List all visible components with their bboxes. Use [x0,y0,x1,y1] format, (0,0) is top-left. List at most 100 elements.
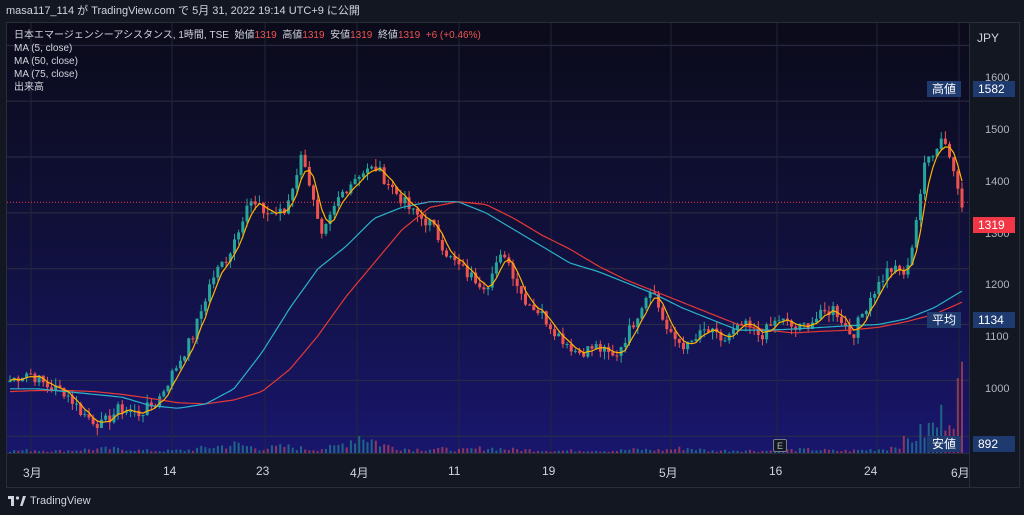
candle-body [844,323,848,326]
time-tick: 4月 [350,466,369,480]
candle-body [627,325,631,343]
earnings-event-badge[interactable]: E [773,439,787,452]
candle-body [640,308,644,319]
candle-body [336,197,340,206]
tradingview-logo-icon [8,496,26,506]
candle-body [619,347,623,356]
candle-body [145,402,149,415]
volume-bar [499,448,502,453]
volume-bar [657,449,660,453]
volume-bar [832,449,835,453]
volume-bar [961,361,963,453]
price-chart[interactable] [7,23,969,453]
candle-body [328,214,332,225]
candle-body [382,167,386,185]
volume-bar [574,451,577,453]
candle-body [856,317,860,338]
chart-pane[interactable]: 日本エマージェンシーアシスタンス, 1時間, TSE 始値1319 高値1319… [6,22,1020,488]
candle-body [561,333,565,345]
volume-bar [827,449,830,453]
volume-bar [794,451,797,453]
volume-bar [823,448,826,453]
time-axis[interactable] [7,453,969,487]
volume-bar [300,446,303,453]
candle-body [228,253,232,262]
volume-bar [254,448,257,453]
tradingview-logo[interactable]: TradingView [8,495,91,507]
candle-body [303,154,307,167]
candle-body [440,239,444,251]
candle-body [864,311,868,315]
candle-body [536,310,540,314]
candle-body [923,162,927,194]
low-value: 1319 [350,30,373,41]
volume-bar [212,447,215,453]
candle-body [918,193,922,221]
candle-body [706,329,710,333]
candle-body [665,319,669,330]
volume-bar [341,443,344,453]
volume-bar [940,404,943,453]
candle-body [582,352,586,357]
volume-bar [640,450,643,453]
volume-bar [29,451,32,453]
candle-body [602,346,606,352]
volume-bar [541,451,544,453]
candle-body [694,339,698,341]
volume-bar [67,450,70,453]
volume-bar [92,450,95,453]
volume-bar [358,436,361,453]
volume-bar [607,451,610,453]
candle-body [835,306,839,318]
candle-body [370,166,374,169]
volume-bar [112,446,115,453]
candle-body [814,318,818,323]
volume-bar [503,449,506,453]
ma50-legend[interactable]: MA (50, close) [14,56,78,67]
candle-body [935,148,939,157]
candle-body [615,355,619,357]
price-tick: 1100 [985,331,1009,343]
volume-bar [819,450,822,453]
open-label: 始値 [234,30,255,41]
volume-bar [416,448,419,453]
candle-body [199,311,203,319]
low-label: 安値 [330,30,351,41]
volume-bar [715,451,718,453]
candle-body [873,294,877,298]
candle-body [415,208,419,215]
volume-bar [844,449,847,453]
candle-body [79,403,83,415]
volume-bar [466,448,469,453]
candle-body [37,375,41,383]
volume-bar [894,447,897,453]
volume-bar [420,450,423,453]
candle-body [224,261,228,263]
volume-bar [245,446,248,453]
symbol-name[interactable]: 日本エマージェンシーアシスタンス, 1時間, TSE [14,30,229,41]
candle-body [104,415,108,420]
candle-body [482,287,486,290]
ma5-legend[interactable]: MA (5, close) [14,43,73,54]
candle-body [611,352,615,356]
volume-bar [520,451,523,453]
currency-label[interactable]: JPY [977,31,1000,45]
volume-bar [482,450,485,453]
volume-bar [836,451,839,453]
candle-body [948,143,952,158]
candle-body [45,382,49,388]
volume-bar [308,450,311,453]
volume-bar [453,451,456,453]
volume-bar [898,448,901,453]
volume-bar [250,446,253,453]
ma75-legend[interactable]: MA (75, close) [14,69,78,80]
candle-body [478,283,482,288]
candle-body [282,208,286,214]
candle-body [428,219,432,226]
volume-bar [811,450,814,453]
close-label: 終値 [377,30,398,41]
volume-legend[interactable]: 出来高 [14,82,44,93]
volume-bar [840,451,843,453]
candle-body [557,333,561,337]
candle-body [681,342,685,350]
